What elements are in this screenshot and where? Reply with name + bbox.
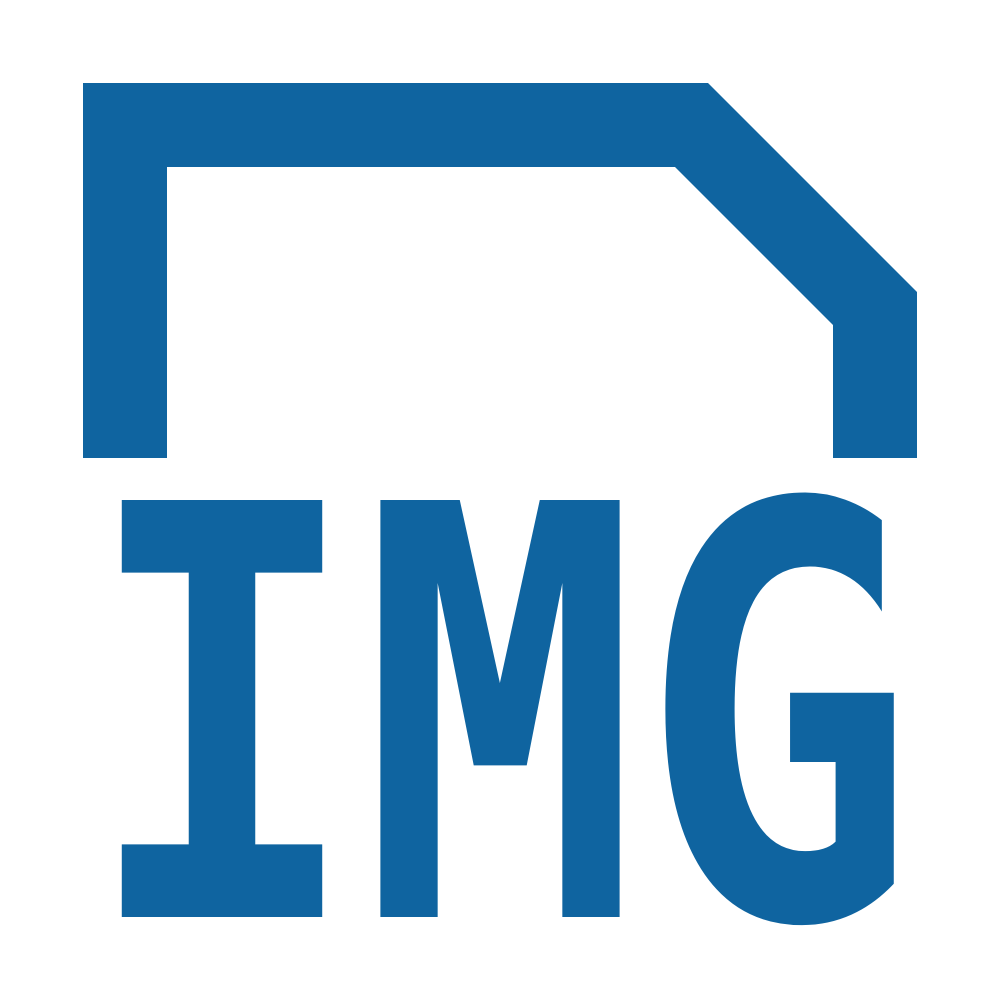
document-outline	[83, 83, 917, 458]
icon-label: IMG	[83, 386, 917, 1000]
